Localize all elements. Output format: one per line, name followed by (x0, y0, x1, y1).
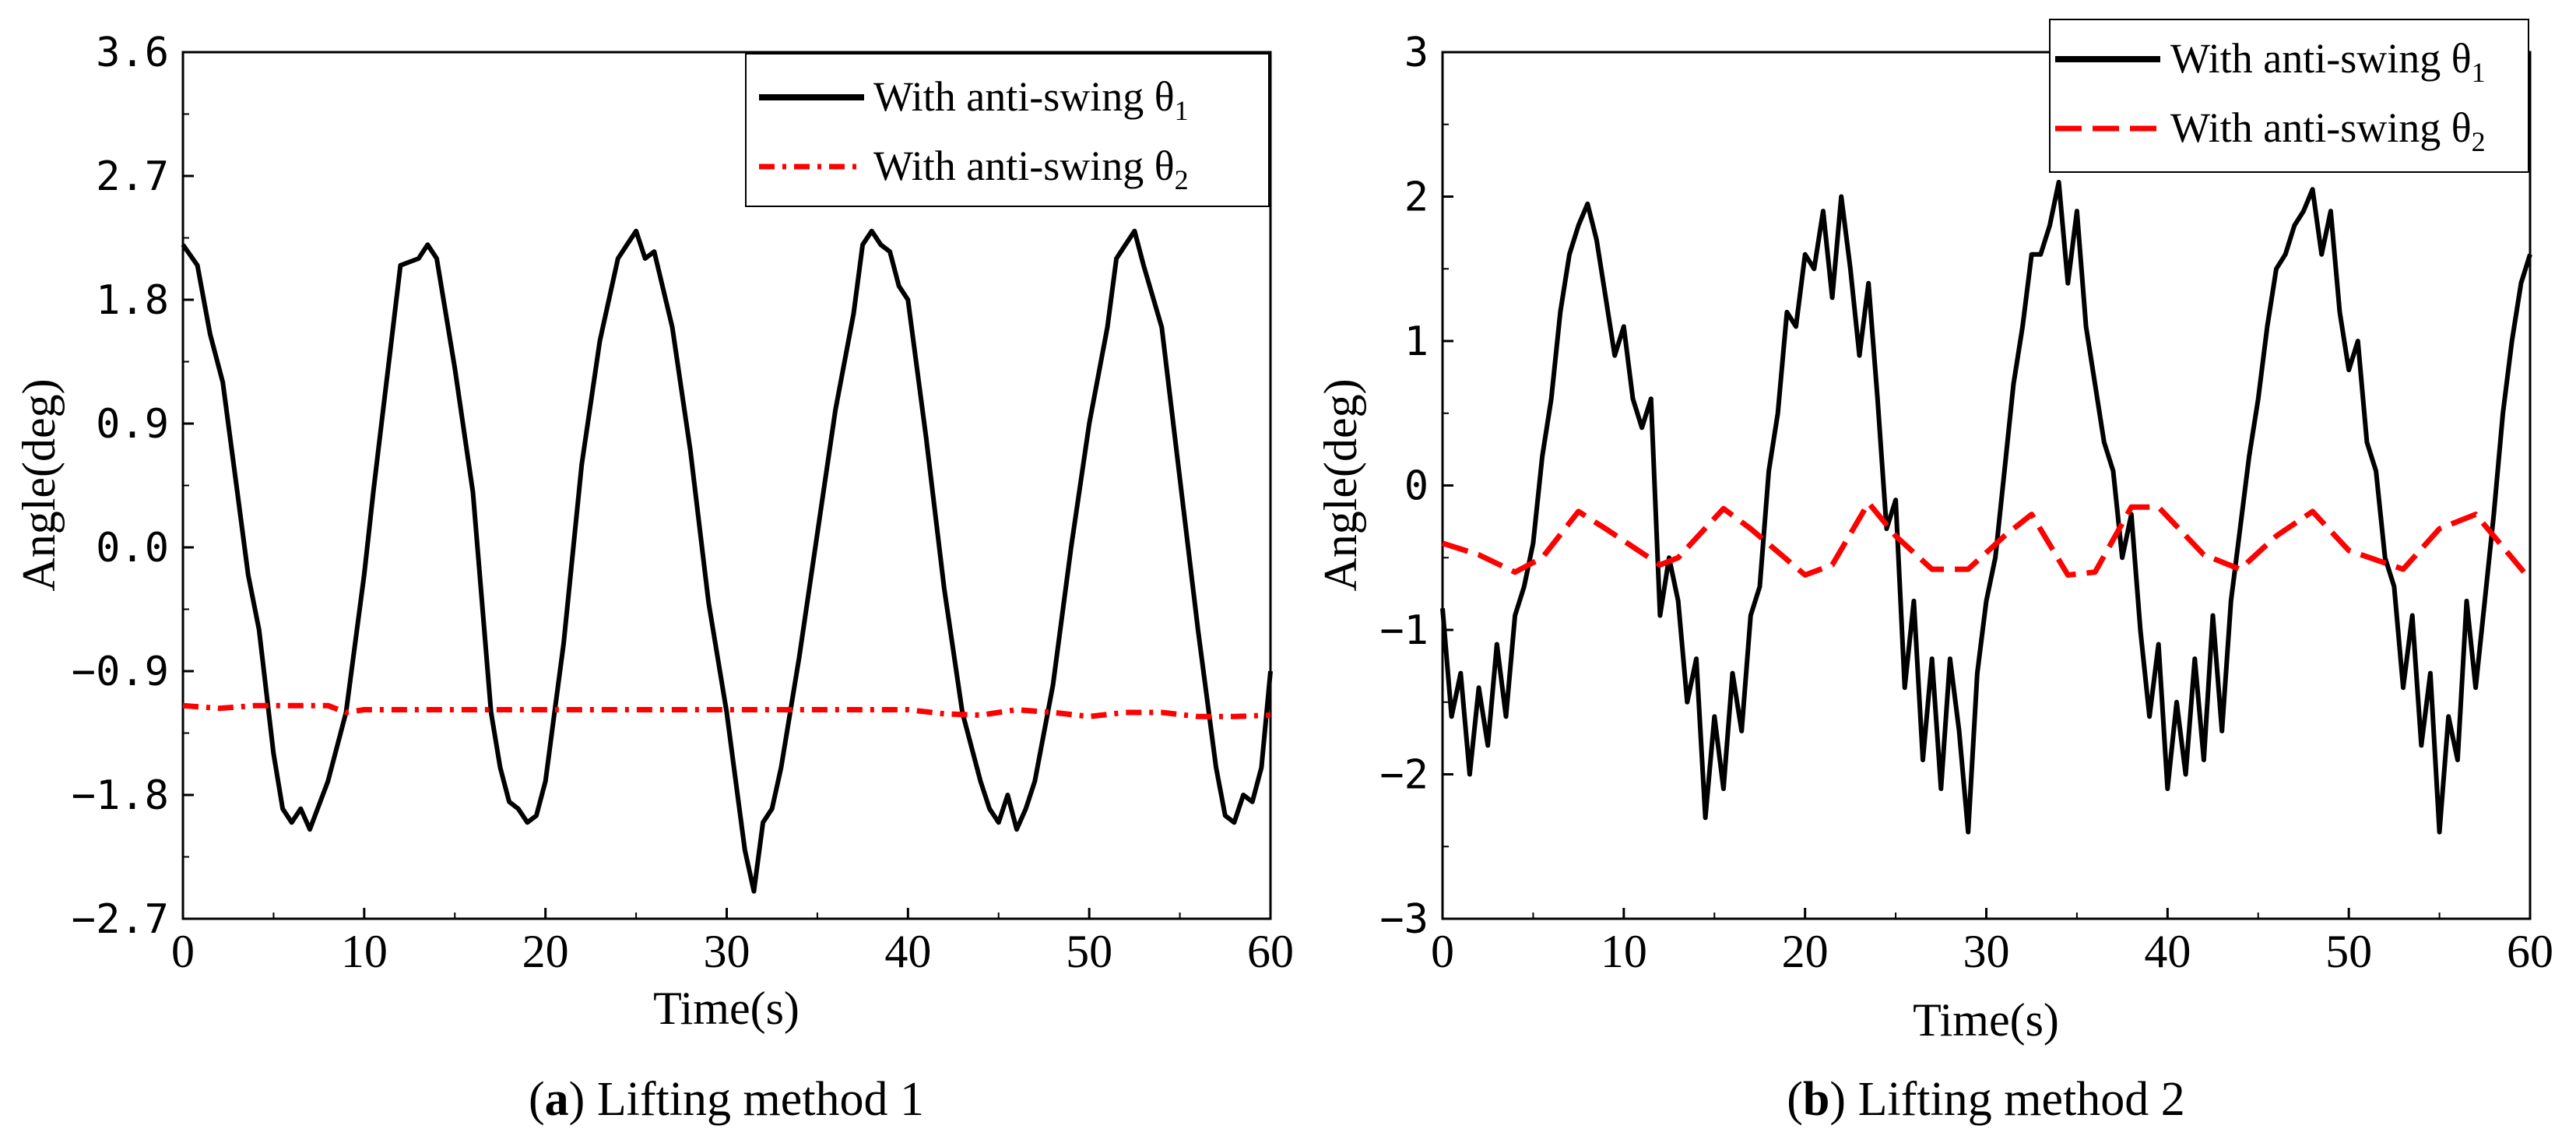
panel-a-caption: (a) Lifting method 1 (529, 1073, 924, 1126)
panel-b-x-tick-label: 40 (2144, 926, 2191, 977)
panel-a-y-axis-label: Angle(deg) (13, 378, 65, 591)
panel-a-x-axis-label: Time(s) (653, 983, 800, 1034)
panel-b-legend-label-theta2: With anti-swing θ2 (2170, 104, 2486, 157)
panel-a-y-tick-label: 1.8 (96, 277, 169, 324)
panel-a-x-tick-label: 60 (1247, 926, 1294, 977)
panel-a-legend-label-theta2: With anti-swing θ2 (873, 142, 1189, 195)
panel-a-y-tick-label: −2.7 (72, 896, 169, 943)
panel-b-legend-label-theta1: With anti-swing θ1 (2170, 35, 2486, 88)
panel-a-x-tick-label: 20 (522, 926, 569, 977)
panel-b-caption: (b) Lifting method 2 (1787, 1073, 2184, 1126)
panel-a-x-tick-label: 0 (171, 926, 195, 977)
panel-b-x-tick-label: 60 (2507, 926, 2553, 977)
panel-a-y-tick-label: 2.7 (96, 153, 169, 200)
panel-b-y-tick-label: 0 (1404, 463, 1429, 510)
panel-b-y-axis-label: Angle(deg) (1315, 378, 1366, 591)
panel-b-x-tick-label: 10 (1601, 926, 1647, 977)
panel-b-x-tick-label: 20 (1782, 926, 1829, 977)
panel-a-series (181, 228, 1273, 894)
panel-b-series-theta2-line (1441, 500, 2532, 582)
panel-a-legend: With anti-swing θ1 With anti-swing θ2 (745, 53, 1270, 207)
panel-a-y-tick-label: 0.0 (96, 525, 169, 572)
panel-b-series (1440, 179, 2532, 835)
panel-b-y-tick-label: 1 (1404, 318, 1429, 365)
panel-b-plot-frame (1441, 51, 2532, 920)
panel-a-x-tick-label: 50 (1066, 926, 1112, 977)
panel-a-x-tick-label: 40 (884, 926, 931, 977)
panel-b-x-tick-label: 50 (2325, 926, 2372, 977)
panel-b-y-tick-label: 3 (1404, 30, 1429, 76)
panel-a-y-tick-label: −1.8 (72, 772, 169, 819)
panel-b-y-tick-label: −3 (1379, 896, 1429, 943)
panel-b-x-tick-label: 0 (1431, 926, 1454, 977)
panel-b-legend-box (2049, 19, 2529, 173)
panel-a-x-tick-label: 10 (341, 926, 388, 977)
panel-a-series-theta1-line (181, 228, 1273, 894)
panel-b-y-tick-label: 2 (1404, 174, 1429, 221)
panel-a-chart: −2.7 −1.8 −0.9 0.0 0.9 1.8 2.7 3.6 0 10 20 30 40 50 60… (13, 30, 1294, 1126)
panel-a-x-tick-label: 30 (704, 926, 750, 977)
panel-a-y-tick-label: 0.9 (96, 401, 169, 448)
panel-a-y-tick-label: 3.6 (96, 30, 169, 76)
panel-b-x-tick-label: 30 (1963, 926, 2010, 977)
panel-b-y-tick-label: −2 (1379, 752, 1429, 799)
panel-b-y-tick-label: −1 (1379, 607, 1429, 654)
panel-a-y-tick-label: −0.9 (72, 649, 169, 695)
panel-a-ticks: −2.7 −1.8 −0.9 0.0 0.9 1.8 2.7 3.6 0 10 20 30 40 50 60 (72, 30, 1294, 977)
panel-a-legend-box (745, 53, 1270, 207)
panel-b-series-theta1-line (1440, 179, 2532, 835)
panel-b-legend: With anti-swing θ1 With anti-swing θ2 (2049, 19, 2529, 173)
panel-b-x-axis-label: Time(s) (1913, 994, 2059, 1046)
panel-a-series-theta2-line (182, 702, 1271, 719)
panel-a-legend-label-theta1: With anti-swing θ1 (873, 73, 1189, 126)
